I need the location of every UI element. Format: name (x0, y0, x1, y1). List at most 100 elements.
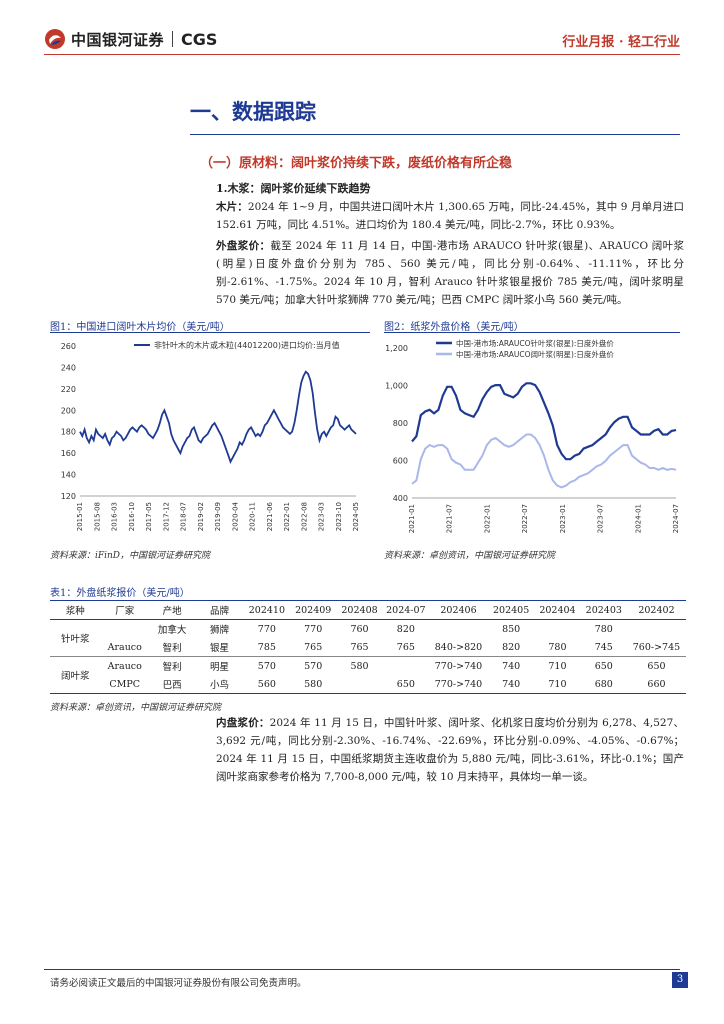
table-cell: 740 (487, 675, 535, 694)
chart1-title-line (50, 332, 370, 333)
table-cell (627, 620, 686, 639)
pulp-price-table: 浆种 厂家 产地 品牌 202410 202409 202408 2024-07… (50, 600, 686, 694)
table-header-cell: 202408 (336, 600, 383, 620)
report-type: 行业月报 · 轻工行业 (562, 35, 680, 50)
table-header-cell: 202405 (487, 600, 535, 620)
table-cell (101, 620, 149, 639)
x-tick-label: 2021-01 (408, 504, 416, 533)
brand-logo: 中国银河证券 CGS (44, 28, 217, 50)
paragraph-label: 外盘浆价： (216, 240, 271, 252)
table-cell: Arauco (107, 641, 142, 653)
x-tick-label: 2020-04 (231, 501, 239, 531)
page-number: 3 (672, 972, 688, 988)
table-cell: 765 (304, 641, 323, 653)
table-cell: 680 (580, 675, 627, 694)
table-cell: 580 (336, 656, 383, 675)
table-cell: 850 (502, 623, 521, 635)
paragraph-text: 2024 年 11 月 15 日，中国针叶浆、阔叶浆、化机浆日度均价分别为 6,… (216, 717, 684, 783)
table-source: 资料来源：卓创资讯，中国银河证券研究院 (50, 703, 222, 713)
table-cell (382, 656, 430, 675)
chart1-title: 图1：中国进口阔叶木片均价（美元/吨） (50, 322, 230, 333)
table-row: CMPC 巴西 小鸟 560 580 650 770->740 740 710 … (50, 675, 686, 694)
x-tick-label: 2022-01 (483, 504, 491, 533)
y-tick-label: 1,000 (385, 382, 408, 391)
x-tick-label: 2024-01 (634, 504, 642, 533)
subsection-title: （一）原材料：阔叶浆价持续下跌，废纸价格有所企稳 (200, 156, 513, 171)
x-tick-label: 2020-11 (249, 502, 257, 531)
brand-name-en: CGS (181, 29, 218, 49)
table-cell (534, 620, 580, 639)
table-header-cell: 202410 (243, 600, 291, 620)
table-cell: 650 (626, 656, 686, 675)
chart1-legend: 非针叶木的木片或木粒(44012200)进口均价:当月值 (134, 340, 340, 350)
table-cell: 765 (396, 641, 415, 653)
table-header-cell: 厂家 (100, 600, 149, 620)
table-header-cell: 2024-07 (382, 600, 430, 620)
table-header-cell: 产地 (148, 600, 196, 620)
section-title: 一、数据跟踪 (190, 99, 316, 124)
paragraph-external-pulp: 外盘浆价：截至 2024 年 11 月 14 日，中国-港市场 ARAUCO 针… (216, 237, 684, 309)
y-tick-label: 1,200 (385, 344, 408, 353)
chart1: 非针叶木的木片或木粒(44012200)进口均价:当月值 260 240 220 20… (61, 340, 360, 531)
table-cell: 710 (534, 656, 581, 675)
table-row: 针叶浆 加拿大 狮牌 770 770 760 820 850 780 (50, 620, 686, 646)
chart2-legend-label-1: 中国-港市场:ARAUCO针叶浆(银星):日度外盘价 (456, 338, 614, 348)
table-cell: 660 (626, 675, 686, 694)
x-tick-label: 2016-03 (111, 502, 119, 531)
paragraph-text: 2024 年 1~9 月，中国共进口阔叶木片 1,300.65 万吨，同比-24… (216, 201, 685, 231)
table-cell: 820 (396, 623, 415, 635)
table-cell: 765 (350, 641, 369, 653)
y-tick-label: 400 (393, 494, 408, 503)
brand-name-cn: 中国银河证券 (71, 30, 165, 49)
y-tick-label: 600 (393, 457, 408, 466)
chart2-title-line (384, 332, 680, 333)
table-cell: 770 (257, 623, 276, 635)
brand-divider (172, 31, 174, 47)
table-cell: 710 (534, 675, 581, 694)
footer-disclaimer: 请务必阅读正文最后的中国银河证券股份有限公司免责声明。 (50, 978, 307, 989)
table-cell: 570 (290, 656, 337, 675)
chart2-legend: 中国-港市场:ARAUCO针叶浆(银星):日度外盘价 中国-港市场:ARAUCO… (436, 338, 614, 359)
table-cell: Arauco (100, 656, 149, 675)
y-tick-label: 220 (61, 385, 76, 394)
y-tick-label: 140 (61, 471, 76, 480)
table-cell: 820 (502, 641, 521, 653)
table-row: 阔叶浆 Arauco 智利 明星 570 570 580 770->740 74… (50, 656, 686, 694)
table-header-cell: 202404 (534, 600, 581, 620)
chart2-series-hardwood (411, 433, 677, 489)
table-cell: 明星 (195, 656, 244, 675)
table-header-row: 浆种 厂家 产地 品牌 202410 202409 202408 2024-07… (50, 600, 686, 620)
chart1-legend-label: 非针叶木的木片或木粒(44012200)进口均价:当月值 (154, 340, 340, 350)
y-tick-label: 160 (61, 449, 76, 458)
table-title: 表1：外盘纸浆报价（美元/吨） (50, 588, 190, 599)
table-cell: 针叶浆 (61, 634, 90, 645)
table-cell (336, 675, 383, 694)
table-cell: 770->740 (429, 656, 488, 675)
x-tick-label: 2023-03 (318, 502, 326, 531)
table-cell: 780 (548, 641, 567, 653)
table-cell: 智利 (148, 656, 196, 675)
paragraph-internal-pulp: 内盘浆价：2024 年 11 月 15 日，中国针叶浆、阔叶浆、化机浆日度均价分… (216, 714, 684, 786)
x-tick-label: 2016-10 (128, 502, 136, 531)
x-tick-label: 2024-05 (352, 502, 360, 531)
table-cell: 560 (243, 675, 291, 694)
table-cell: 银星 (209, 643, 229, 654)
table-cell: 770 (304, 623, 323, 635)
chart1-series-line (79, 370, 357, 464)
x-tick-label: 2018-07 (180, 502, 188, 531)
chart2-title: 图2：纸浆外盘价格（美元/吨） (384, 322, 524, 333)
x-tick-label: 2017-05 (145, 502, 153, 531)
y-tick-label: 800 (393, 419, 408, 428)
x-tick-label: 2022-07 (521, 504, 529, 533)
table-header-cell: 202409 (290, 600, 337, 620)
paragraph-text: 截至 2024 年 11 月 14 日，中国-港市场 ARAUCO 针叶浆(银星… (216, 240, 684, 306)
table-cell: 阔叶浆 (50, 656, 101, 694)
y-tick-label: 260 (61, 342, 76, 351)
chart1-source: 资料来源：iFinD，中国银河证券研究院 (50, 551, 211, 561)
y-tick-label: 200 (61, 406, 76, 415)
x-tick-label: 2024-07 (672, 504, 680, 533)
table-header-cell: 202406 (429, 600, 488, 620)
x-tick-label: 2017-12 (162, 502, 170, 531)
y-tick-label: 120 (61, 492, 76, 501)
table-cell: CMPC (100, 675, 149, 694)
